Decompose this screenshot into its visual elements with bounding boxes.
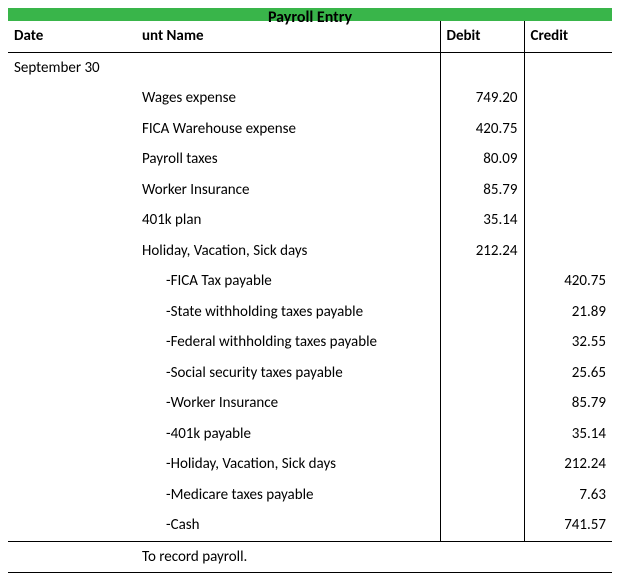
- account-label: -401k payable: [136, 419, 440, 450]
- debit-value: [440, 266, 524, 297]
- account-label: -Cash: [136, 510, 440, 541]
- debit-value: [440, 388, 524, 419]
- credit-value: 32.55: [524, 327, 612, 358]
- header-debit: Debit: [440, 21, 524, 52]
- credit-value: 21.89: [524, 297, 612, 328]
- memo-text: To record payroll.: [136, 541, 440, 573]
- account-label: Worker Insurance: [136, 175, 440, 206]
- title-overlay: Payroll Entry: [8, 13, 612, 21]
- header-credit: Credit: [524, 21, 612, 52]
- credit-value: 741.57: [524, 510, 612, 541]
- account-label: 401k plan: [136, 205, 440, 236]
- title-bar: Payroll Entry: [8, 13, 612, 21]
- debit-value: 85.79: [440, 175, 524, 206]
- account-label: -State withholding taxes payable: [136, 297, 440, 328]
- debit-value: 35.14: [440, 205, 524, 236]
- debit-value: [440, 358, 524, 389]
- debit-row: 401k plan35.14: [8, 205, 612, 236]
- credit-row: -Medicare taxes payable 7.63: [8, 480, 612, 511]
- account-label: Wages expense: [136, 83, 440, 114]
- debit-value: [440, 327, 524, 358]
- credit-row: -Holiday, Vacation, Sick days 212.24: [8, 449, 612, 480]
- account-label: -Worker Insurance: [136, 388, 440, 419]
- account-label: Payroll taxes: [136, 144, 440, 175]
- debit-row: Holiday, Vacation, Sick days212.24: [8, 236, 612, 267]
- debit-value: 749.20: [440, 83, 524, 114]
- credit-value: 212.24: [524, 449, 612, 480]
- debit-value: [440, 480, 524, 511]
- account-label: Holiday, Vacation, Sick days: [136, 236, 440, 267]
- debit-value: [440, 449, 524, 480]
- debit-row: Worker Insurance85.79: [8, 175, 612, 206]
- credit-value: [524, 83, 612, 114]
- credit-row: -Worker Insurance 85.79: [8, 388, 612, 419]
- account-label: -FICA Tax payable: [136, 266, 440, 297]
- account-label: -Holiday, Vacation, Sick days: [136, 449, 440, 480]
- account-label: -Medicare taxes payable: [136, 480, 440, 511]
- credit-row: -Social security taxes payable 25.65: [8, 358, 612, 389]
- debit-value: 80.09: [440, 144, 524, 175]
- credit-value: [524, 175, 612, 206]
- debit-row: Wages expense749.20: [8, 83, 612, 114]
- account-label: -Federal withholding taxes payable: [136, 327, 440, 358]
- credit-row: -State withholding taxes payable 21.89: [8, 297, 612, 328]
- credit-value: [524, 114, 612, 145]
- debit-value: [440, 419, 524, 450]
- debit-value: 212.24: [440, 236, 524, 267]
- debit-value: [440, 510, 524, 541]
- journal-table: Payroll Entry Date unt Name Debit Credit…: [8, 13, 612, 573]
- debit-row: Payroll taxes80.09: [8, 144, 612, 175]
- header-date: Date: [8, 21, 136, 52]
- credit-row: -Cash 741.57: [8, 510, 612, 541]
- credit-row: -401k payable 35.14: [8, 419, 612, 450]
- credit-row: -Federal withholding taxes payable 32.55: [8, 327, 612, 358]
- entry-date: September 30: [8, 52, 136, 83]
- debit-value: [440, 297, 524, 328]
- credit-value: 35.14: [524, 419, 612, 450]
- account-label: -Social security taxes payable: [136, 358, 440, 389]
- account-label: FICA Warehouse expense: [136, 114, 440, 145]
- credit-value: [524, 144, 612, 175]
- date-row: September 30: [8, 52, 612, 83]
- credit-value: 25.65: [524, 358, 612, 389]
- debit-row: FICA Warehouse expense420.75: [8, 114, 612, 145]
- credit-value: 7.63: [524, 480, 612, 511]
- memo-row: To record payroll.: [8, 541, 612, 573]
- debit-value: 420.75: [440, 114, 524, 145]
- credit-value: [524, 205, 612, 236]
- credit-value: 85.79: [524, 388, 612, 419]
- credit-row: -FICA Tax payable 420.75: [8, 266, 612, 297]
- credit-value: 420.75: [524, 266, 612, 297]
- credit-value: [524, 236, 612, 267]
